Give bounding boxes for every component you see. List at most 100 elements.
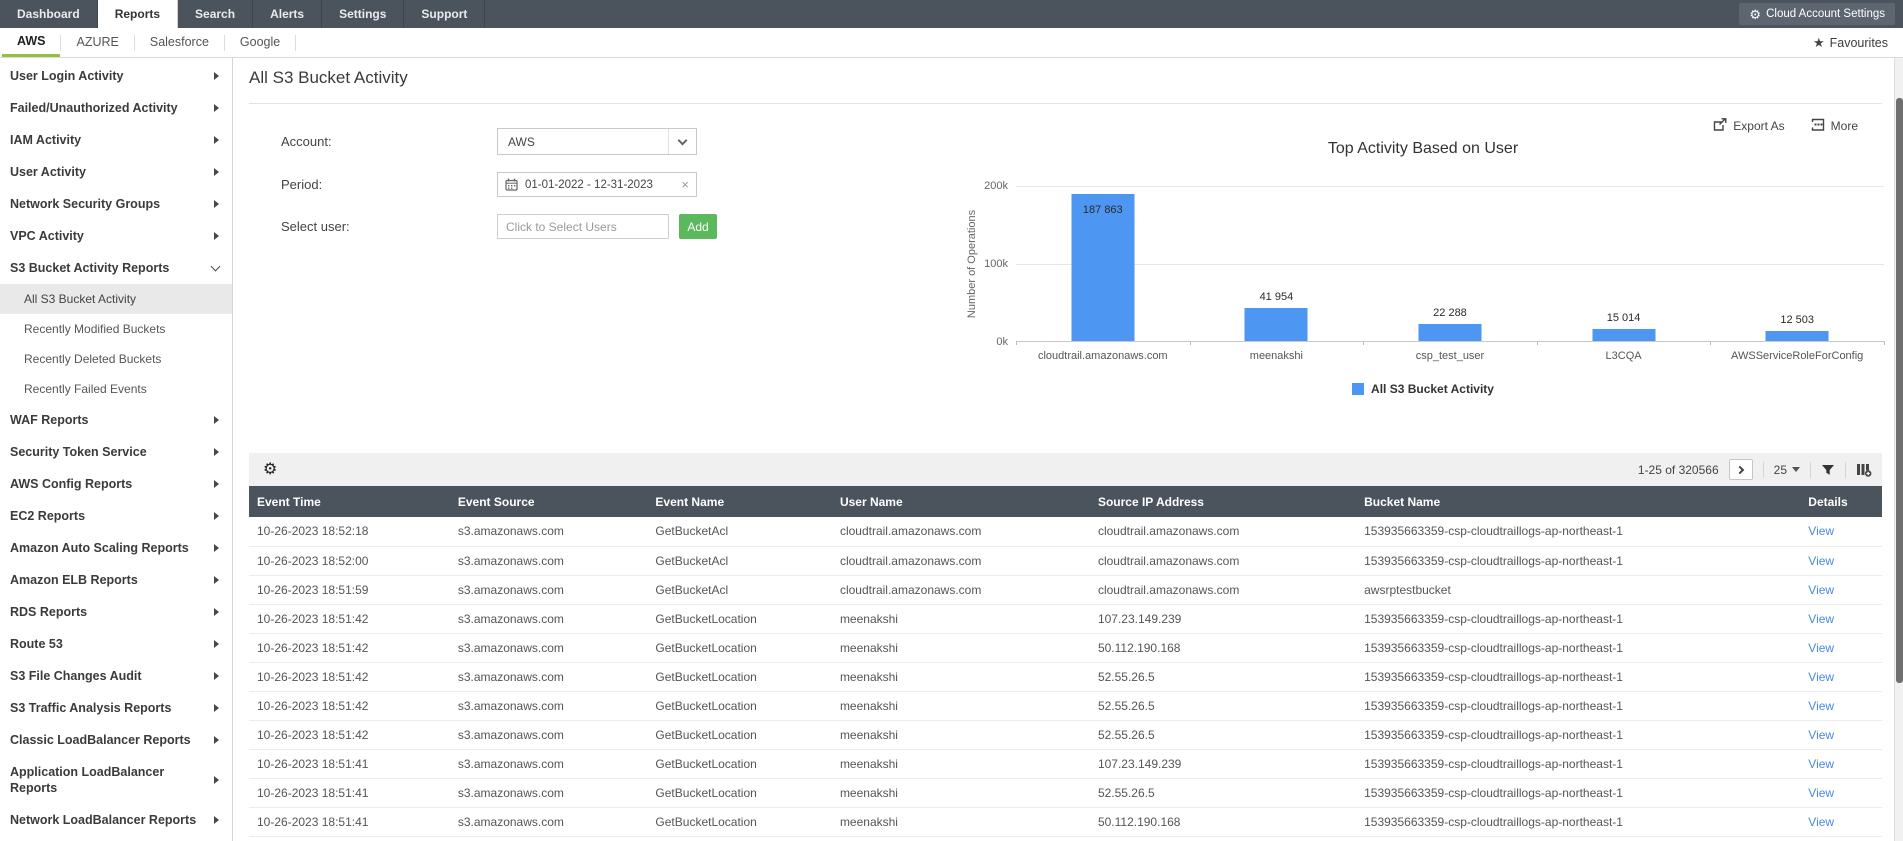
add-user-button[interactable]: Add xyxy=(679,214,717,239)
sidebar-item-s3-traffic-analysis-reports[interactable]: S3 Traffic Analysis Reports xyxy=(0,692,232,724)
chevron-right-icon xyxy=(214,168,219,176)
sidebar-item-amazon-auto-scaling-reports[interactable]: Amazon Auto Scaling Reports xyxy=(0,532,232,564)
nav-tab-search[interactable]: Search xyxy=(178,0,254,28)
favourites-button[interactable]: ★ Favourites xyxy=(1813,28,1888,58)
sidebar-item-user-activity[interactable]: User Activity xyxy=(0,156,232,188)
chart-axis-tick xyxy=(1016,341,1017,345)
table-cell-details: View xyxy=(1800,807,1882,837)
column-header-details[interactable]: Details xyxy=(1800,486,1882,517)
table-row: 10-26-2023 18:51:59 s3.amazonaws.com GetBu… xyxy=(249,575,1882,605)
sidebar-item-amazon-elb-reports[interactable]: Amazon ELB Reports xyxy=(0,564,232,596)
select-users-input[interactable] xyxy=(497,214,669,239)
chart-y-tick: 100k xyxy=(984,258,1008,270)
subnav-tab-salesforce[interactable]: Salesforce xyxy=(149,35,209,49)
account-select[interactable]: AWS xyxy=(497,128,697,155)
view-details-link[interactable]: View xyxy=(1808,524,1835,539)
column-header-source-ip-address[interactable]: Source IP Address xyxy=(1089,486,1357,517)
sidebar-subitem-label: Recently Failed Events xyxy=(24,382,147,396)
view-details-link[interactable]: View xyxy=(1808,727,1835,742)
view-details-link[interactable]: View xyxy=(1808,669,1835,684)
view-details-link[interactable]: View xyxy=(1808,698,1835,713)
sidebar-item-s3-bucket-activity-reports[interactable]: S3 Bucket Activity Reports xyxy=(0,252,232,284)
table-cell: s3.amazonaws.com xyxy=(449,720,648,750)
sidebar-item-rds-reports[interactable]: RDS Reports xyxy=(0,596,232,628)
view-details-link[interactable]: View xyxy=(1808,553,1835,568)
next-page-button[interactable] xyxy=(1728,459,1753,480)
nav-tab-reports[interactable]: Reports xyxy=(97,0,179,28)
nav-tab-settings[interactable]: Settings xyxy=(322,0,405,28)
add-column-icon[interactable] xyxy=(1856,463,1872,477)
column-header-user-name[interactable]: User Name xyxy=(831,486,1090,517)
sidebar-item-classic-loadbalancer-reports[interactable]: Classic LoadBalancer Reports xyxy=(0,724,232,756)
table-cell: cloudtrail.amazonaws.com xyxy=(1089,575,1357,605)
sidebar-item-vpc-activity[interactable]: VPC Activity xyxy=(0,220,232,252)
table-cell: 153935663359-csp-cloudtraillogs-ap-north… xyxy=(1356,633,1801,663)
table-cell-details: View xyxy=(1800,691,1882,721)
cloud-account-settings-button[interactable]: ⚙ Cloud Account Settings xyxy=(1739,3,1895,25)
subnav-tabs: AWS AZURE Salesforce Google xyxy=(0,28,297,57)
sidebar-subitem-recently-deleted-buckets[interactable]: Recently Deleted Buckets xyxy=(0,344,232,374)
chevron-right-icon xyxy=(214,72,219,80)
sidebar-subitem-recently-failed-events[interactable]: Recently Failed Events xyxy=(0,374,232,404)
table-cell: 52.55.26.5 xyxy=(1089,778,1357,808)
table-cell: 107.23.149.239 xyxy=(1089,749,1357,779)
table-cell: GetBucketAcl xyxy=(647,517,832,547)
nav-tab-dashboard[interactable]: Dashboard xyxy=(0,0,98,28)
column-header-bucket-name[interactable]: Bucket Name xyxy=(1356,486,1801,517)
page-size-dropdown[interactable]: 25 xyxy=(1774,463,1800,477)
view-details-link[interactable]: View xyxy=(1808,785,1835,800)
table-cell: 153935663359-csp-cloudtraillogs-ap-north… xyxy=(1356,778,1801,808)
sidebar-item-network-security-groups[interactable]: Network Security Groups xyxy=(0,188,232,220)
sidebar-item-aws-config-reports[interactable]: AWS Config Reports xyxy=(0,468,232,500)
vertical-scrollbar[interactable] xyxy=(1894,58,1903,841)
subnav-tab-aws[interactable]: AWS xyxy=(2,28,61,57)
table-cell-details: View xyxy=(1800,720,1882,750)
view-details-link[interactable]: View xyxy=(1808,756,1835,771)
events-table-wrap: Event Time Event Source Event Name User Nam… xyxy=(249,486,1882,841)
view-details-link[interactable]: View xyxy=(1808,640,1835,655)
sidebar-subitem-recently-modified-buckets[interactable]: Recently Modified Buckets xyxy=(0,314,232,344)
top-activity-chart: Top Activity Based on User Number of Ope… xyxy=(958,110,1888,410)
view-details-link[interactable]: View xyxy=(1808,611,1835,626)
sidebar-item-route-53[interactable]: Route 53 xyxy=(0,628,232,660)
table-cell: cloudtrail.amazonaws.com xyxy=(831,517,1090,547)
nav-tab-alerts[interactable]: Alerts xyxy=(253,0,323,28)
sidebar-item-application-loadbalancer-reports[interactable]: Application LoadBalancer Reports xyxy=(0,756,232,804)
table-cell: 10-26-2023 18:51:42 xyxy=(249,633,450,663)
clear-period-icon[interactable]: × xyxy=(681,177,689,192)
view-details-link[interactable]: View xyxy=(1808,814,1835,829)
scrollbar-thumb[interactable] xyxy=(1896,98,1903,683)
column-header-event-name[interactable]: Event Name xyxy=(647,486,832,517)
view-details-link[interactable]: View xyxy=(1808,582,1835,597)
table-cell: 153935663359-csp-cloudtraillogs-ap-north… xyxy=(1356,604,1801,634)
period-picker[interactable]: 01-01-2022 - 12-31-2023 × xyxy=(497,172,697,197)
sidebar-item-iam-activity[interactable]: IAM Activity xyxy=(0,124,232,156)
table-cell: meenakshi xyxy=(831,633,1090,663)
filter-icon[interactable] xyxy=(1821,464,1835,476)
more-icon xyxy=(1811,118,1825,134)
table-cell: s3.amazonaws.com xyxy=(449,662,648,692)
subnav-tab-azure[interactable]: AZURE xyxy=(76,35,119,49)
sidebar-item-failed-unauthorized-activity[interactable]: Failed/Unauthorized Activity xyxy=(0,92,232,124)
table-row: 10-26-2023 18:51:42 s3.amazonaws.com GetBu… xyxy=(249,633,1882,663)
chart-axis-tick xyxy=(1189,341,1191,345)
sidebar-item-s3-file-changes-audit[interactable]: S3 File Changes Audit xyxy=(0,660,232,692)
column-header-event-source[interactable]: Event Source xyxy=(449,486,648,517)
more-button[interactable]: More xyxy=(1811,118,1858,134)
sidebar-item-ec2-reports[interactable]: EC2 Reports xyxy=(0,500,232,532)
table-settings-gear-icon[interactable]: ⚙ xyxy=(263,460,278,478)
nav-tab-support[interactable]: Support xyxy=(404,0,486,28)
sidebar-item-network-loadbalancer-reports[interactable]: Network LoadBalancer Reports xyxy=(0,804,232,836)
toolbar-separator xyxy=(1810,461,1811,478)
sidebar-subitem-all-s3-bucket-activity[interactable]: All S3 Bucket Activity xyxy=(0,284,232,314)
table-row: 10-26-2023 18:51:42 s3.amazonaws.com GetBu… xyxy=(249,662,1882,692)
column-header-event-time[interactable]: Event Time xyxy=(249,486,450,517)
export-as-button[interactable]: Export As xyxy=(1713,118,1785,134)
chevron-right-icon xyxy=(214,672,219,680)
subnav-tab-google[interactable]: Google xyxy=(239,35,281,49)
table-cell: 50.112.190.168 xyxy=(1089,807,1357,837)
sidebar-item-security-token-service[interactable]: Security Token Service xyxy=(0,436,232,468)
sidebar-item-user-login-activity[interactable]: User Login Activity xyxy=(0,60,232,92)
sidebar-item-waf-reports[interactable]: WAF Reports xyxy=(0,404,232,436)
